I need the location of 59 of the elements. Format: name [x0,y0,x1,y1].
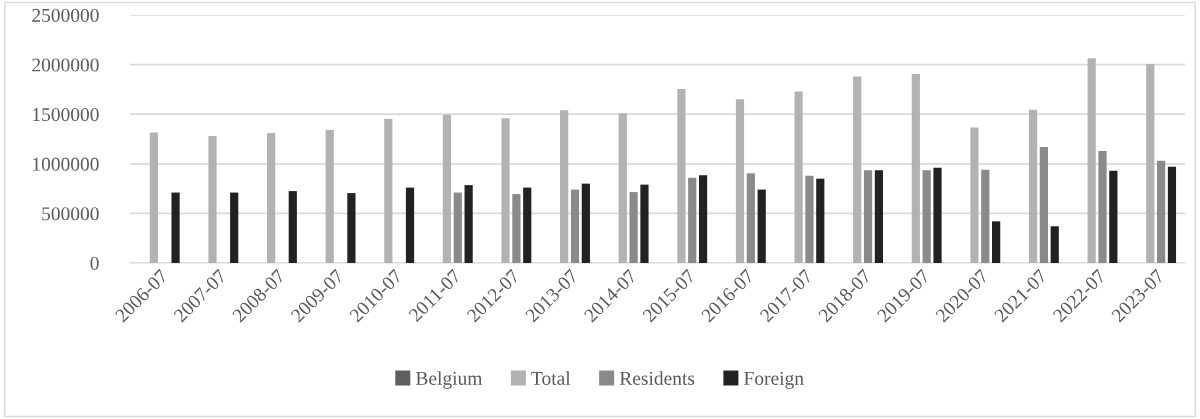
bar [688,177,697,263]
bar [629,192,638,263]
bar [405,187,415,263]
bar [922,170,931,263]
bar [677,88,686,263]
bar [1098,150,1107,263]
bar [453,192,462,263]
bar [384,118,393,263]
y-tick-label: 2000000 [32,58,99,72]
bar [1146,64,1155,263]
bar [735,99,745,263]
bar [288,191,297,263]
y-tick-label: 1500000 [33,108,99,122]
bar [501,118,510,263]
bar [560,110,569,263]
bar [933,167,942,263]
bar [581,183,590,263]
bar [267,133,276,263]
bar [863,170,873,263]
bar [171,192,180,263]
legend-label: Foreign [744,371,804,389]
bar [992,221,1001,263]
bar [746,173,755,263]
bar [442,114,452,263]
bar [1028,109,1038,263]
legend-label: Belgium [415,371,483,389]
y-tick-label: 2500000 [32,8,99,22]
legend-label: Total [531,371,571,385]
bar [911,74,920,263]
bar [981,169,990,263]
bar [149,132,158,263]
bar [325,130,334,263]
bar [570,189,580,263]
bar [618,113,627,263]
legend-label: Residents [619,371,695,385]
bar [208,136,217,263]
bar [816,178,825,263]
bar [523,187,532,263]
y-tick-label: 0 [90,256,99,270]
y-tick-label: 500000 [42,207,99,221]
bar [347,193,356,263]
bar [230,192,239,263]
bar [464,185,473,263]
y-tick-label: 1000000 [33,157,99,171]
bar [1109,170,1118,263]
bar [805,175,814,263]
bar [1167,166,1177,263]
bar [794,91,803,263]
bar [698,175,708,263]
bar [970,127,979,263]
bar [757,189,766,263]
bar [1087,58,1096,263]
bar [853,76,862,263]
bar [1157,160,1166,263]
bar [640,184,649,263]
bar [1050,226,1059,263]
bar [1039,146,1048,263]
bar [512,194,521,263]
bar [874,170,884,263]
